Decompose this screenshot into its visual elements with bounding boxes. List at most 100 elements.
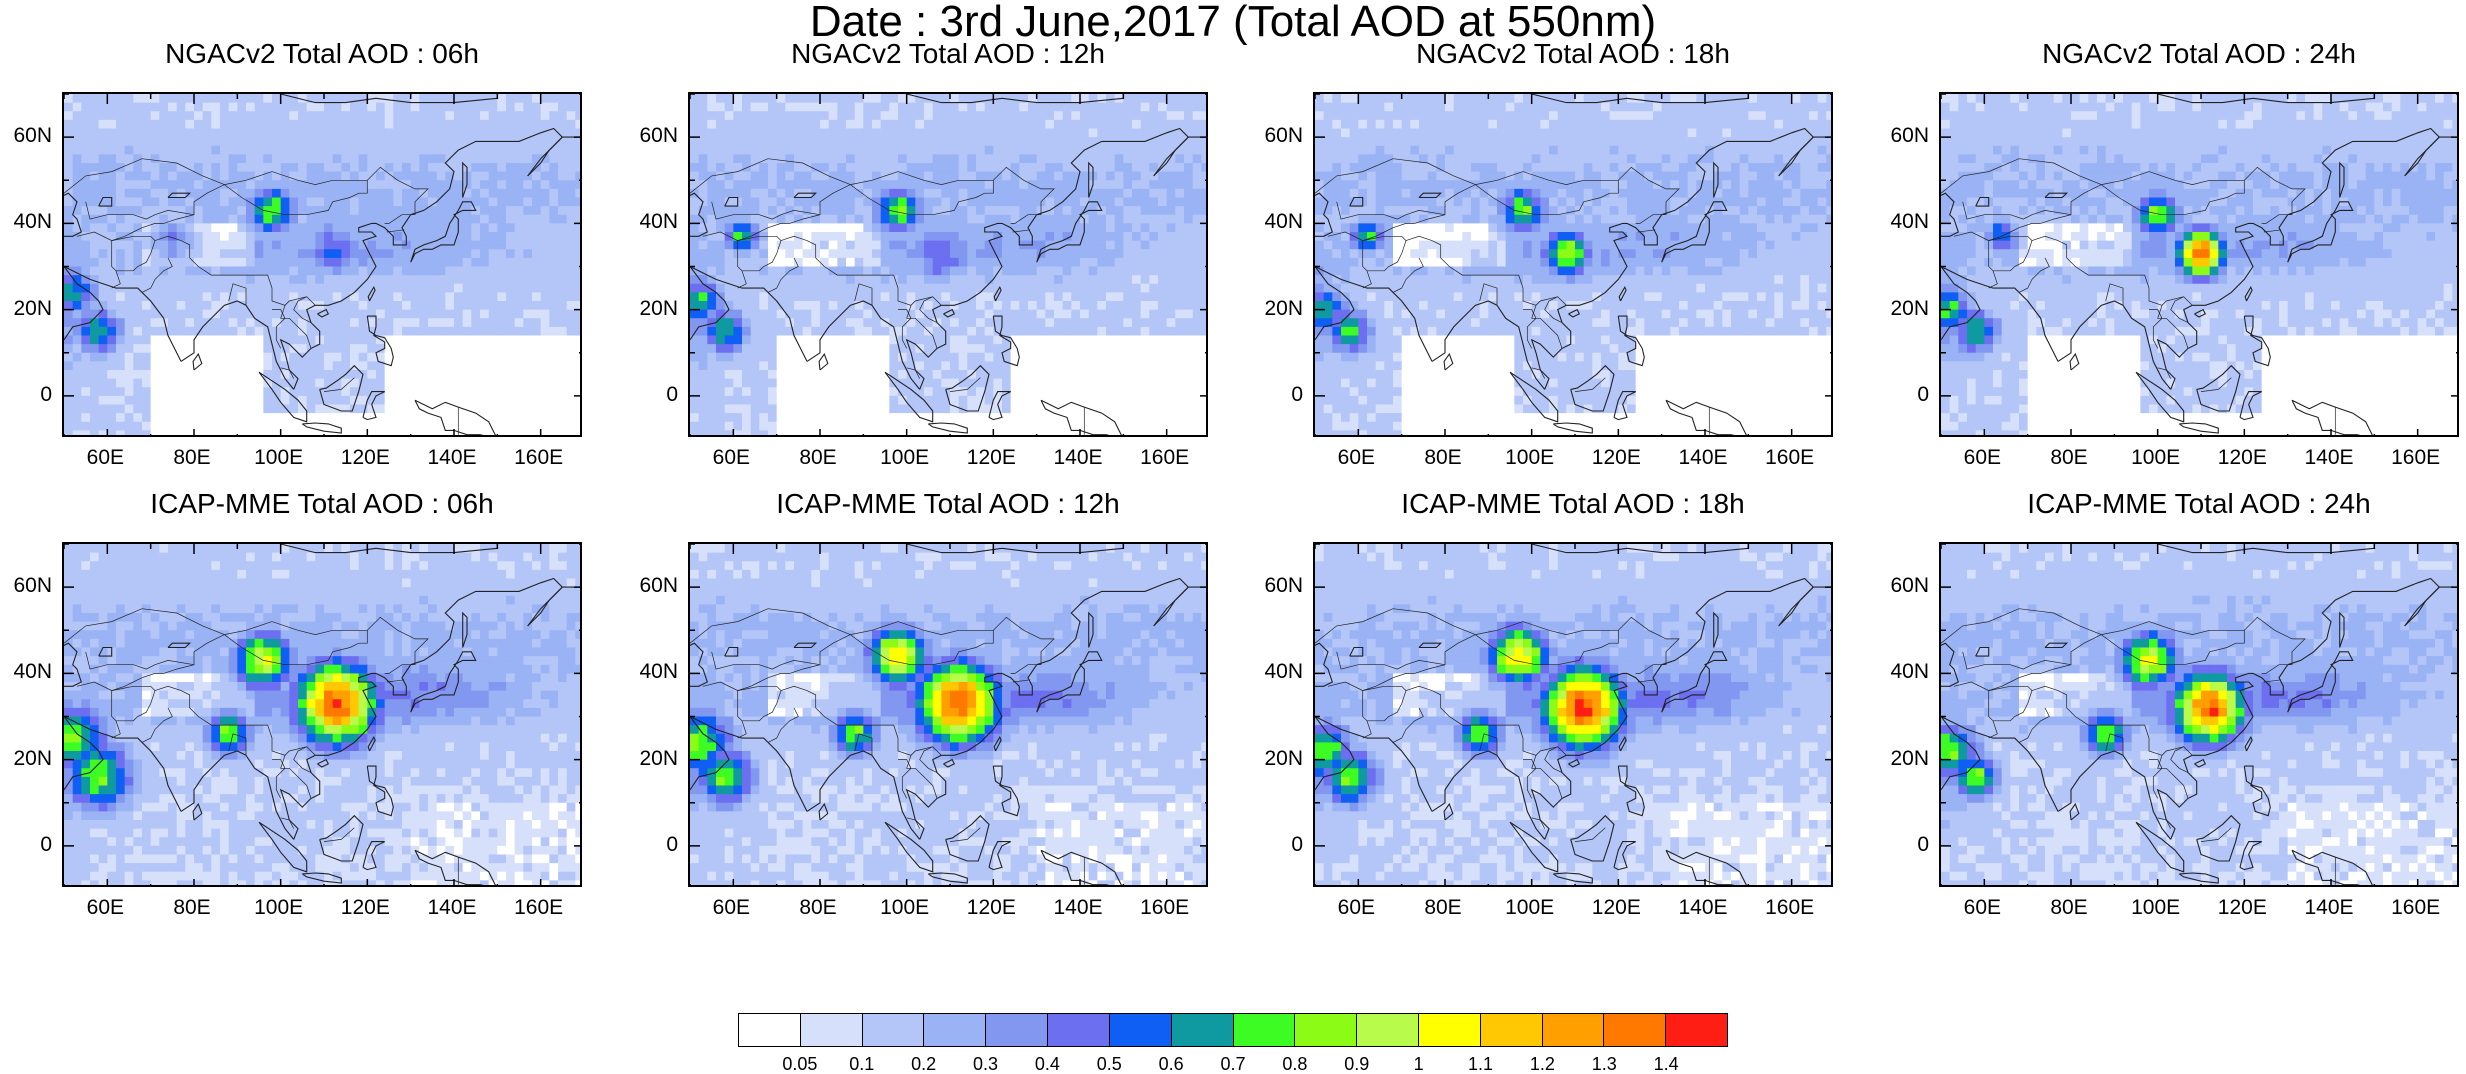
aod-raster	[690, 544, 1208, 887]
lat-tick-label: 0	[628, 384, 678, 405]
colorbar-label: 0.8	[1265, 1055, 1325, 1073]
lon-tick-label: 100E	[870, 447, 940, 468]
lon-tick-label: 60E	[696, 447, 766, 468]
lon-tick-label: 140E	[417, 447, 487, 468]
lat-tick-label: 60N	[1879, 125, 1929, 146]
lon-tick-label: 160E	[1755, 447, 1825, 468]
lon-tick-label: 120E	[1581, 897, 1651, 918]
lon-tick-label: 60E	[696, 897, 766, 918]
lon-tick-label: 100E	[244, 447, 314, 468]
lon-tick-label: 80E	[783, 447, 853, 468]
colorbar-label: 0.7	[1203, 1055, 1263, 1073]
colorbar-box	[1481, 1014, 1543, 1046]
lon-tick-label: 120E	[1581, 447, 1651, 468]
colorbar-label: 0.5	[1079, 1055, 1139, 1073]
colorbar-label: 1	[1389, 1055, 1449, 1073]
colorbar-label: 1.4	[1636, 1055, 1696, 1073]
lon-tick-label: 100E	[1495, 897, 1565, 918]
colorbar-box	[863, 1014, 925, 1046]
panel-title: ICAP-MME Total AOD : 12h	[688, 490, 1208, 518]
colorbar-label: 0.3	[956, 1055, 1016, 1073]
lat-tick-label: 0	[1253, 834, 1303, 855]
lat-tick-label: 40N	[628, 211, 678, 232]
lat-tick-label: 60N	[1253, 575, 1303, 596]
lon-tick-label: 80E	[2034, 897, 2104, 918]
aod-map	[1313, 542, 1833, 887]
lon-tick-label: 100E	[1495, 447, 1565, 468]
lon-tick-label: 80E	[2034, 447, 2104, 468]
lat-tick-label: 20N	[1253, 298, 1303, 319]
colorbar-box	[1234, 1014, 1296, 1046]
colorbar-label: 0.9	[1327, 1055, 1387, 1073]
lon-tick-label: 140E	[417, 897, 487, 918]
aod-map	[1313, 92, 1833, 437]
lat-tick-label: 40N	[1253, 211, 1303, 232]
lat-tick-label: 20N	[1879, 298, 1929, 319]
lat-tick-label: 0	[628, 834, 678, 855]
colorbar-box	[1543, 1014, 1605, 1046]
lon-tick-label: 80E	[157, 447, 227, 468]
aod-map	[1939, 542, 2459, 887]
lon-tick-label: 60E	[1947, 447, 2017, 468]
lon-tick-label: 120E	[330, 897, 400, 918]
lon-tick-label: 60E	[70, 897, 140, 918]
lat-tick-label: 60N	[1253, 125, 1303, 146]
colorbar-box	[1604, 1014, 1666, 1046]
aod-raster	[64, 94, 582, 437]
lon-tick-label: 100E	[870, 897, 940, 918]
aod-raster	[690, 94, 1208, 437]
lon-tick-label: 120E	[330, 447, 400, 468]
colorbar-box	[739, 1014, 801, 1046]
lon-tick-label: 140E	[1043, 897, 1113, 918]
lon-tick-label: 80E	[157, 897, 227, 918]
colorbar-box	[1110, 1014, 1172, 1046]
lat-tick-label: 20N	[2, 748, 52, 769]
lon-tick-label: 160E	[2381, 897, 2451, 918]
lat-tick-label: 0	[2, 384, 52, 405]
colorbar-box	[924, 1014, 986, 1046]
lon-tick-label: 140E	[1043, 447, 1113, 468]
lon-tick-label: 80E	[783, 897, 853, 918]
aod-raster	[1941, 544, 2459, 887]
lon-tick-label: 60E	[70, 447, 140, 468]
lon-tick-label: 120E	[956, 447, 1026, 468]
aod-raster	[1315, 94, 1833, 437]
lon-tick-label: 140E	[2294, 447, 2364, 468]
lat-tick-label: 0	[1879, 384, 1929, 405]
lon-tick-label: 140E	[1668, 447, 1738, 468]
lon-tick-label: 160E	[1755, 897, 1825, 918]
aod-map	[688, 542, 1208, 887]
lon-tick-label: 120E	[956, 897, 1026, 918]
lat-tick-label: 20N	[1253, 748, 1303, 769]
aod-map	[62, 542, 582, 887]
lat-tick-label: 60N	[2, 125, 52, 146]
panel-title: NGACv2 Total AOD : 06h	[62, 40, 582, 68]
panel-title: ICAP-MME Total AOD : 06h	[62, 490, 582, 518]
colorbar-box	[986, 1014, 1048, 1046]
lon-tick-label: 160E	[1130, 447, 1200, 468]
colorbar-box	[1172, 1014, 1234, 1046]
lat-tick-label: 20N	[1879, 748, 1929, 769]
colorbar-box	[1419, 1014, 1481, 1046]
colorbar-label: 0.6	[1141, 1055, 1201, 1073]
lat-tick-label: 0	[2, 834, 52, 855]
lat-tick-label: 40N	[2, 661, 52, 682]
panel-title: NGACv2 Total AOD : 24h	[1939, 40, 2459, 68]
colorbar-label: 0.2	[894, 1055, 954, 1073]
lat-tick-label: 0	[1253, 384, 1303, 405]
colorbar-box	[1295, 1014, 1357, 1046]
colorbar-label: 1.3	[1574, 1055, 1634, 1073]
lat-tick-label: 20N	[2, 298, 52, 319]
aod-colorbar	[738, 1013, 1728, 1047]
lat-tick-label: 40N	[1879, 661, 1929, 682]
lon-tick-label: 100E	[2121, 447, 2191, 468]
colorbar-label: 0.05	[770, 1055, 830, 1073]
lon-tick-label: 160E	[2381, 447, 2451, 468]
